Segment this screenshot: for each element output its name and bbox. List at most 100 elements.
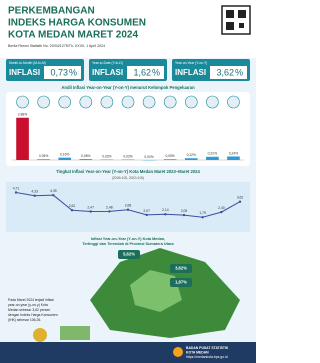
point bbox=[33, 194, 36, 197]
point bbox=[164, 213, 167, 216]
subtitle: Berita Resmi Statistik No. 20/04/1275/Th… bbox=[8, 44, 105, 48]
value-label: 2,88% bbox=[18, 113, 27, 117]
box-caption: Month-to-Month (M-to-M) bbox=[9, 61, 46, 65]
category-icon bbox=[37, 95, 50, 109]
value-label: 0,22% bbox=[208, 152, 217, 156]
value-label: 0,03% bbox=[102, 154, 111, 158]
callout: 5,62% bbox=[123, 252, 135, 257]
point bbox=[145, 213, 148, 217]
point bbox=[201, 216, 204, 219]
point bbox=[238, 200, 242, 203]
value-label: 0,24% bbox=[229, 151, 238, 155]
value-label: 0,05% bbox=[39, 154, 48, 158]
point bbox=[52, 193, 55, 197]
bar bbox=[37, 159, 50, 160]
category-icon bbox=[100, 95, 114, 109]
bar bbox=[58, 157, 72, 160]
box-value-bg bbox=[44, 66, 81, 79]
map-title: Inflasi Year-on-Year (Y-on-Y) Kota Medan… bbox=[91, 237, 165, 241]
note-line: Pada Maret 2024 terjadi inflasi bbox=[8, 298, 54, 302]
box-value-bg bbox=[210, 66, 247, 79]
category-icon bbox=[227, 95, 240, 109]
value-label: 2,14 bbox=[162, 208, 169, 212]
title-line: INDEKS HARGA KONSUMEN bbox=[8, 18, 146, 29]
callout-box bbox=[118, 250, 140, 259]
footer-org: KOTA MEDAN bbox=[186, 350, 209, 354]
box-value-bg bbox=[127, 66, 164, 79]
infographic: PERKEMBANGAN INDEKS HARGA KONSUMEN KOTA … bbox=[0, 0, 256, 363]
title-line: PERKEMBANGAN bbox=[8, 6, 95, 17]
point bbox=[70, 209, 74, 212]
box-label: INFLASI bbox=[9, 68, 40, 77]
title-line: KOTA MEDAN MARET 2024 bbox=[8, 30, 138, 41]
box-value: 1,62 bbox=[133, 67, 151, 77]
value-label: 1,79 bbox=[199, 211, 206, 215]
bar bbox=[206, 156, 219, 160]
bar bbox=[227, 156, 240, 160]
box-value: 3,62 bbox=[216, 67, 234, 77]
category-icon bbox=[184, 95, 198, 109]
value-label: 3,62 bbox=[237, 196, 244, 200]
logo bbox=[173, 347, 183, 357]
chart-title: Andil Inflasi Year-on-Year (Y-on-Y) menu… bbox=[61, 85, 195, 90]
point bbox=[14, 191, 18, 194]
point bbox=[89, 210, 92, 213]
category-icon bbox=[142, 95, 156, 109]
category-icon bbox=[58, 95, 72, 109]
value-label: 4,39 bbox=[50, 189, 57, 193]
value-label: 0,03% bbox=[123, 154, 132, 158]
footer-band bbox=[0, 342, 256, 363]
coin bbox=[33, 328, 47, 342]
chart-title: Tingkat Inflasi Year-on-Year (Y-on-Y) Ko… bbox=[56, 169, 200, 174]
callout: 1,87% bbox=[175, 280, 187, 285]
map-region bbox=[130, 270, 182, 312]
footer-org: BADAN PUSAT STATISTIK bbox=[186, 346, 229, 350]
bar-panel bbox=[6, 92, 250, 166]
value-label: 0,06% bbox=[81, 154, 90, 158]
callout-box bbox=[170, 264, 192, 273]
box-unit: % bbox=[69, 67, 77, 77]
note-line: dengan Indeks Harga Konsumen bbox=[8, 313, 58, 317]
value-label: 2,68 bbox=[125, 204, 132, 208]
qr-block bbox=[226, 10, 234, 18]
map-title: Tertinggi dan Terendah di Provinsi Sumat… bbox=[82, 242, 174, 246]
value-label: 2,47 bbox=[87, 205, 94, 209]
bar bbox=[79, 159, 93, 160]
callout-box bbox=[170, 278, 192, 287]
header-band bbox=[0, 0, 256, 58]
value-label: 0,05% bbox=[166, 154, 175, 158]
bar bbox=[16, 117, 29, 160]
qr-block bbox=[238, 10, 246, 18]
value-label: 0,00% bbox=[144, 155, 153, 159]
category-icon bbox=[16, 95, 29, 109]
category-icon bbox=[79, 95, 93, 109]
note-line: Medan sebesar 3,62 persen bbox=[8, 308, 50, 312]
qr-block bbox=[226, 22, 234, 30]
value-label: 4,33 bbox=[31, 190, 38, 194]
bar bbox=[163, 159, 177, 160]
value-label: 2,40 bbox=[218, 206, 225, 210]
box-unit: % bbox=[152, 67, 160, 77]
qr-block bbox=[239, 23, 244, 28]
value-label: 0,16% bbox=[60, 153, 69, 157]
value-label: 2,05 bbox=[181, 209, 188, 213]
box-label: INFLASI bbox=[92, 68, 123, 77]
category-icon bbox=[121, 95, 135, 109]
category-icon bbox=[163, 95, 177, 109]
point bbox=[108, 210, 111, 213]
footer-url: https://medankota.bps.go.id bbox=[186, 355, 228, 359]
value-label: 0,12% bbox=[187, 153, 196, 157]
note-line: year-on-year (y-on-y) Kota bbox=[8, 303, 48, 307]
value-label: 2,07 bbox=[143, 209, 150, 213]
value-label: 2,48 bbox=[106, 205, 113, 209]
chart-subtitle: (2018=100, 2022=100) bbox=[112, 176, 144, 180]
point bbox=[126, 208, 130, 211]
note-line: (IHK) sebesar 106,26. bbox=[8, 318, 41, 322]
point bbox=[220, 210, 223, 214]
money bbox=[60, 326, 90, 340]
box-unit: % bbox=[235, 67, 243, 77]
box-caption: Year-on-Year (Y-on-Y) bbox=[175, 61, 207, 65]
point bbox=[182, 213, 186, 217]
box-caption: Year-to-Date (Y-to-D) bbox=[92, 61, 123, 65]
box-label: INFLASI bbox=[175, 68, 206, 77]
